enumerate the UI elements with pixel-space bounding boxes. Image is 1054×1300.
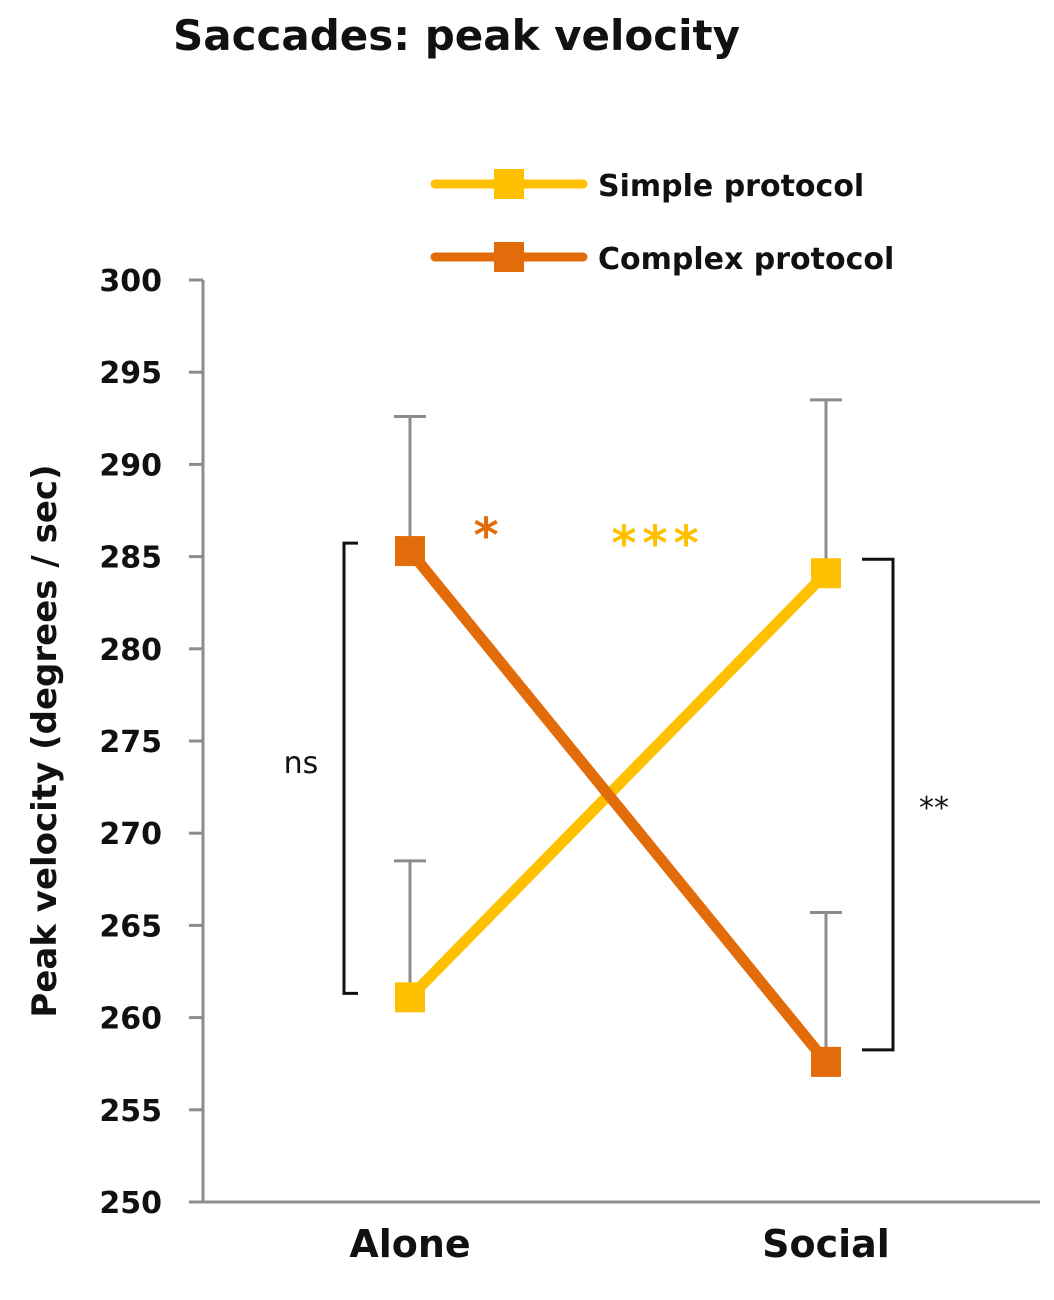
series-line-simple [404,567,832,1003]
chart-title: Saccades: peak velocity [173,11,740,60]
legend-label-complex: Complex protocol [598,242,894,277]
error-bars [394,398,842,1062]
bracket-alone [342,541,358,995]
data-point-simple [811,558,841,589]
y-tick-label: 300 [99,264,162,299]
annotation-ns: ns [284,746,319,781]
series-line-complex [404,545,832,1068]
x-tick-label-alone: Alone [349,1222,470,1266]
data-point-simple [395,982,425,1013]
annotation-complex-star: * [473,508,498,564]
y-tick-label: 260 [99,1002,162,1037]
series-layer [395,536,841,1077]
y-tick-label: 285 [99,541,162,576]
bracket-social [862,557,895,1052]
y-ticks: 250 255 260 265 270 275 280 285 290 295 300 [99,264,203,1221]
legend-marker-complex [494,242,524,272]
y-tick-label: 280 [99,633,162,668]
legend-label-simple: Simple protocol [598,169,864,204]
y-tick-label: 295 [99,356,162,391]
x-tick-label-social: Social [762,1222,890,1266]
y-tick-label: 270 [99,817,162,852]
y-tick-label: 265 [99,909,162,944]
data-point-complex [811,1046,841,1077]
data-point-complex [395,536,425,567]
annotation-simple-stars: *** [611,516,704,572]
legend: Simple protocol Complex protocol [430,169,894,277]
y-axis-label: Peak velocity (degrees / sec) [25,464,65,1017]
legend-marker-simple [494,169,524,199]
y-tick-label: 255 [99,1094,162,1129]
significance-brackets [342,541,895,1052]
y-tick-label: 290 [99,448,162,483]
annotation-double-star: ** [919,791,949,826]
y-tick-label: 250 [99,1186,162,1221]
y-tick-label: 275 [99,725,162,760]
